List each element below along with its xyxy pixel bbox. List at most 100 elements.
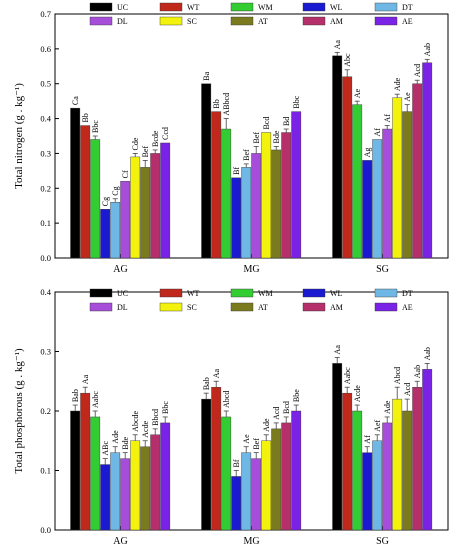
bar (221, 416, 232, 531)
legend-label: UC (117, 289, 128, 298)
bar (352, 104, 363, 259)
legend-swatch (159, 2, 183, 12)
bar (130, 440, 141, 531)
bar (422, 62, 433, 259)
legend-swatch (89, 288, 113, 298)
significance-label: Ade (393, 77, 402, 91)
bar (251, 153, 262, 259)
legend-label: AT (258, 17, 268, 26)
bar (412, 387, 423, 531)
significance-label: ABbcd (222, 93, 231, 116)
bar (241, 167, 252, 259)
significance-label: Af (383, 114, 392, 123)
y-axis-label: Total nitrogen (g . kg⁻¹) (13, 83, 25, 189)
significance-label: Ae (242, 434, 251, 444)
significance-label: Ade (383, 400, 392, 414)
bar (372, 139, 383, 259)
significance-label: Cg (111, 186, 120, 195)
significance-label: Bcd (262, 117, 271, 130)
legend-label: AM (330, 303, 343, 312)
bar (140, 446, 151, 531)
significance-label: Acd (272, 407, 281, 420)
legend-swatch (374, 288, 398, 298)
bar (291, 111, 302, 259)
bar (130, 156, 141, 259)
legend-label: WM (258, 289, 273, 298)
bar (412, 83, 423, 259)
significance-label: Ade (111, 430, 120, 444)
y-tick-label: 0.0 (40, 525, 51, 535)
legend-swatch (302, 302, 326, 312)
y-tick-label: 0.7 (40, 9, 51, 19)
bar (402, 111, 413, 259)
legend-label: WM (258, 3, 273, 12)
bar (281, 422, 292, 531)
legend-label: AM (330, 17, 343, 26)
significance-label: Bd (282, 117, 291, 126)
significance-label: Aa (333, 345, 342, 355)
significance-label: Bf (232, 459, 241, 467)
legend-swatch (159, 16, 183, 26)
bar (362, 160, 373, 259)
bar (160, 422, 171, 531)
y-tick-label: 0.4 (40, 114, 51, 124)
y-tick-label: 0.4 (40, 287, 51, 297)
bar (332, 363, 343, 531)
significance-label: Abcde (131, 410, 140, 431)
y-tick-label: 0.1 (40, 466, 51, 476)
significance-label: Abcd (222, 391, 231, 408)
bar (221, 128, 232, 259)
bar (150, 153, 161, 259)
x-category-label: SG (376, 264, 389, 275)
bar (140, 167, 151, 259)
significance-label: Ae (403, 92, 412, 102)
significance-label: Bef (252, 132, 261, 144)
legend-swatch (159, 288, 183, 298)
legend-swatch (302, 288, 326, 298)
legend-swatch (230, 2, 254, 12)
y-axis-label: Total phosphorous (g . kg⁻¹) (13, 348, 25, 474)
phosphorous-chart: 0.0 0.1 0.2 0.3 0.4 Total phosphorous (g . kg… (13, 287, 449, 547)
legend-label: WT (187, 289, 200, 298)
legend-label: AE (402, 17, 413, 26)
legend-swatch (159, 302, 183, 312)
significance-label: Bde (121, 436, 130, 449)
significance-label: Aabc (91, 391, 100, 408)
significance-label: Aa (212, 368, 221, 378)
bar (160, 142, 171, 259)
legend-swatch (302, 16, 326, 26)
bar (271, 428, 282, 531)
significance-label: Bb (212, 99, 221, 108)
legend-swatch (302, 2, 326, 12)
bar (120, 458, 131, 531)
y-tick-label: 0.3 (40, 347, 51, 357)
y-tick-label: 0.6 (40, 44, 51, 54)
significance-label: Bcd (282, 401, 291, 414)
significance-label: Bbcd (151, 409, 160, 426)
bar (352, 410, 363, 531)
significance-label: Aab (423, 43, 432, 56)
y-tick-label: 0.3 (40, 148, 51, 158)
y-tick-label: 0.5 (40, 79, 51, 89)
x-category-label: AG (113, 536, 127, 547)
significance-label: Ccd (161, 127, 170, 140)
significance-label: Ca (71, 96, 80, 105)
legend-swatch (374, 302, 398, 312)
y-tick-label: 0.2 (40, 183, 51, 193)
legend-label: WL (330, 3, 343, 12)
bar (422, 369, 433, 531)
significance-label: Bde (272, 130, 281, 143)
bar (402, 410, 413, 531)
bar (100, 464, 111, 531)
bar (342, 76, 353, 259)
significance-label: Acd (403, 383, 412, 396)
significance-label: Bb (81, 113, 90, 122)
x-category-label: MG (243, 536, 259, 547)
legend-swatch (230, 288, 254, 298)
legend-swatch (230, 16, 254, 26)
legend-label: AE (402, 303, 413, 312)
significance-label: Af (373, 128, 382, 137)
significance-label: Aa (81, 374, 90, 384)
bar (201, 398, 212, 531)
bar (241, 452, 252, 531)
